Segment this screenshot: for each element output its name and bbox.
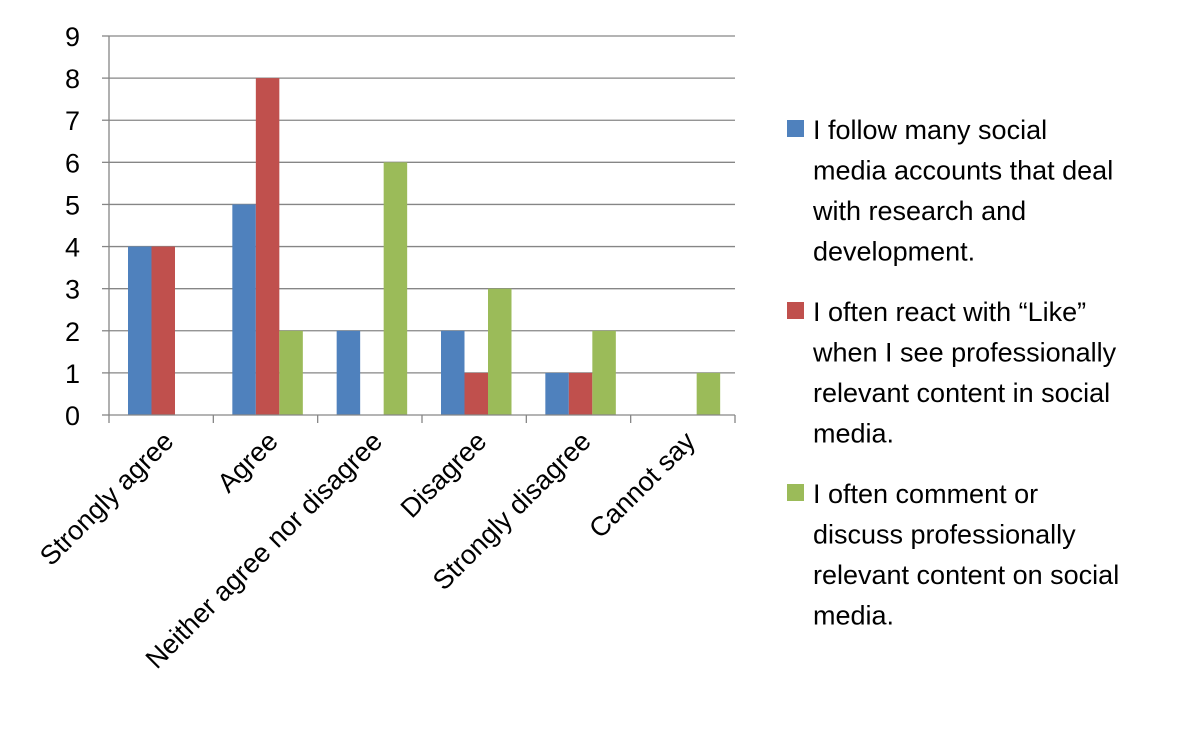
legend-swatch — [787, 484, 804, 501]
y-tick-labels: 0 1 2 3 4 5 6 7 8 9 — [65, 22, 80, 431]
legend-item: I often react with “Like” when I see prof… — [787, 297, 1117, 449]
y-tick-label: 1 — [65, 359, 80, 389]
legend-label-line: development. — [813, 237, 975, 267]
bar — [464, 372, 488, 415]
legend-swatch — [787, 302, 804, 319]
x-tick-label: Agree — [212, 426, 284, 498]
bar — [383, 162, 408, 415]
legend-label-line: relevant content on social — [813, 560, 1119, 590]
y-tick-label: 3 — [65, 275, 80, 305]
legend-swatch — [787, 120, 804, 137]
y-tick-label: 6 — [65, 148, 80, 178]
bar — [128, 246, 152, 415]
y-tick-label: 9 — [65, 22, 80, 52]
y-tick-label: 5 — [65, 190, 80, 220]
legend-label-line: I often react with “Like” — [813, 297, 1086, 327]
bar — [592, 330, 616, 415]
bar — [255, 78, 280, 415]
y-tick-label: 4 — [65, 233, 80, 263]
legend-label-line: with research and — [812, 196, 1026, 226]
x-tick-label: Cannot say — [583, 426, 701, 544]
legend: I follow many social media accounts that … — [787, 115, 1119, 631]
legend-label-line: media accounts that deal — [813, 156, 1113, 186]
x-tick-label: Disagree — [395, 426, 493, 524]
bar — [441, 330, 465, 415]
bar — [232, 204, 256, 415]
bar — [336, 330, 361, 415]
legend-label-line: discuss professionally — [813, 520, 1076, 550]
y-tick-label: 0 — [65, 401, 80, 431]
legend-label-line: I often comment or — [813, 479, 1038, 509]
legend-label-line: I follow many social — [813, 115, 1047, 145]
bar — [488, 288, 512, 415]
x-tick-label: Strongly agree — [34, 426, 179, 571]
bar — [545, 372, 569, 415]
bar — [279, 330, 303, 415]
y-tick-label: 7 — [65, 106, 80, 136]
bar — [568, 372, 593, 415]
legend-label-line: when I see professionally — [812, 338, 1117, 368]
bar — [696, 372, 721, 415]
legend-label-line: media. — [813, 419, 894, 449]
bar — [151, 246, 175, 415]
legend-label-line: media. — [813, 601, 894, 631]
axes — [102, 35, 736, 423]
legend-item: I follow many social media accounts that … — [787, 115, 1113, 267]
bars — [128, 78, 721, 415]
y-tick-label: 8 — [65, 64, 80, 94]
legend-item: I often comment or discuss professionally… — [787, 479, 1119, 631]
gridlines — [109, 35, 735, 374]
y-tick-label: 2 — [65, 317, 80, 347]
legend-label-line: relevant content in social — [813, 378, 1110, 408]
